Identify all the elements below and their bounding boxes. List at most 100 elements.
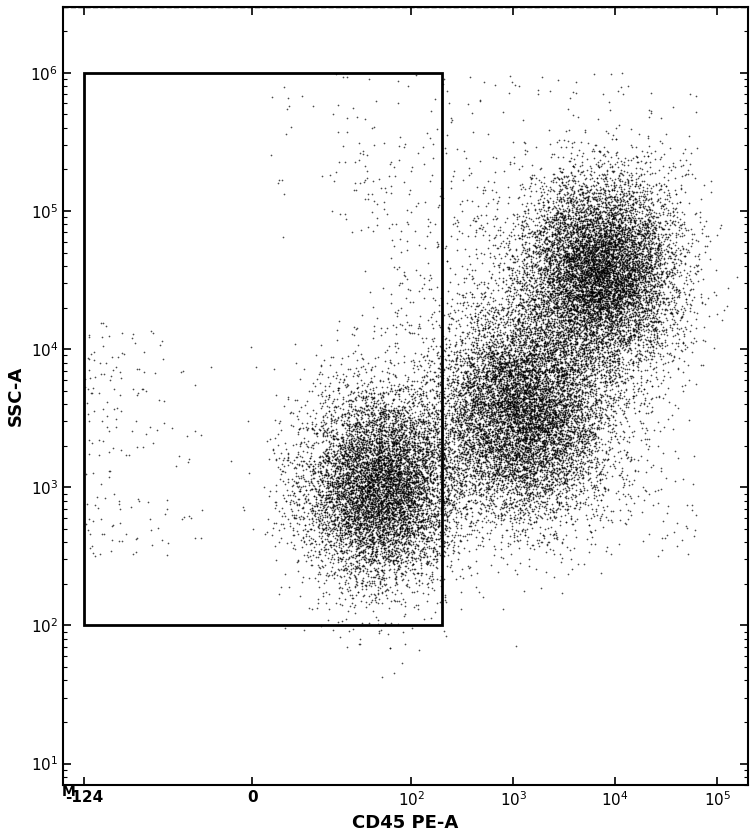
Point — [381, 484, 393, 498]
Point — [567, 518, 579, 531]
Point — [612, 160, 624, 174]
Point — [360, 503, 372, 517]
Point — [520, 371, 532, 384]
Point — [593, 340, 606, 353]
Point — [558, 323, 570, 336]
Point — [575, 434, 587, 447]
Point — [606, 307, 618, 320]
Point — [589, 329, 601, 342]
Point — [570, 248, 582, 262]
Point — [620, 272, 632, 285]
Point — [581, 186, 593, 200]
Point — [590, 335, 602, 348]
Point — [425, 494, 437, 508]
Point — [503, 236, 515, 249]
Point — [575, 247, 587, 260]
Point — [382, 362, 394, 375]
Point — [570, 242, 582, 256]
Point — [351, 376, 363, 389]
Point — [615, 311, 627, 325]
Point — [359, 264, 371, 278]
Point — [493, 408, 505, 421]
Point — [603, 258, 615, 271]
Point — [644, 242, 656, 256]
Point — [609, 284, 621, 297]
Point — [428, 401, 440, 414]
Point — [478, 449, 490, 462]
Point — [519, 463, 532, 477]
Point — [610, 275, 622, 289]
Point — [340, 469, 352, 482]
Point — [541, 428, 553, 441]
Point — [517, 380, 529, 393]
Point — [384, 471, 396, 484]
Point — [347, 588, 359, 602]
Point — [464, 487, 476, 501]
Point — [476, 387, 488, 400]
Point — [374, 425, 386, 438]
Point — [533, 407, 545, 420]
Point — [649, 370, 661, 383]
Point — [519, 354, 531, 367]
Point — [596, 291, 609, 305]
Point — [649, 242, 661, 256]
Point — [414, 465, 426, 478]
Point — [485, 374, 498, 388]
Point — [393, 518, 405, 531]
Point — [579, 435, 591, 448]
Point — [424, 402, 436, 415]
Point — [579, 284, 591, 298]
Point — [631, 179, 643, 192]
Point — [519, 443, 531, 456]
Point — [486, 472, 498, 486]
Point — [507, 472, 519, 485]
Point — [507, 354, 519, 367]
Point — [355, 474, 367, 487]
Point — [365, 487, 377, 500]
Point — [341, 394, 353, 408]
Point — [408, 495, 420, 508]
Point — [576, 315, 588, 328]
Point — [495, 386, 507, 399]
Point — [550, 362, 562, 375]
Point — [394, 524, 406, 537]
Point — [576, 472, 588, 485]
Point — [588, 165, 600, 179]
Point — [389, 368, 401, 382]
Point — [556, 237, 569, 251]
Point — [368, 390, 381, 404]
Point — [414, 444, 426, 457]
Point — [519, 284, 532, 297]
Point — [575, 295, 587, 309]
Point — [576, 245, 588, 258]
Point — [361, 450, 373, 463]
Point — [572, 294, 584, 308]
Point — [580, 254, 592, 268]
Point — [536, 399, 548, 413]
Point — [383, 169, 395, 183]
Point — [400, 466, 412, 479]
Point — [533, 501, 545, 514]
Point — [474, 394, 486, 408]
Point — [331, 510, 343, 524]
Point — [636, 263, 649, 276]
Point — [544, 395, 556, 409]
Point — [506, 358, 518, 372]
Point — [541, 404, 553, 418]
Point — [386, 461, 398, 475]
Point — [609, 228, 621, 242]
Point — [402, 521, 414, 534]
Point — [573, 273, 585, 286]
Point — [376, 388, 388, 402]
Point — [514, 362, 526, 376]
Point — [571, 440, 583, 454]
Point — [629, 315, 641, 328]
Point — [304, 571, 316, 585]
Point — [597, 239, 609, 253]
Point — [474, 430, 486, 443]
Point — [609, 250, 621, 263]
Point — [495, 435, 507, 448]
Point — [423, 555, 435, 568]
Point — [596, 272, 609, 285]
Point — [390, 534, 402, 547]
